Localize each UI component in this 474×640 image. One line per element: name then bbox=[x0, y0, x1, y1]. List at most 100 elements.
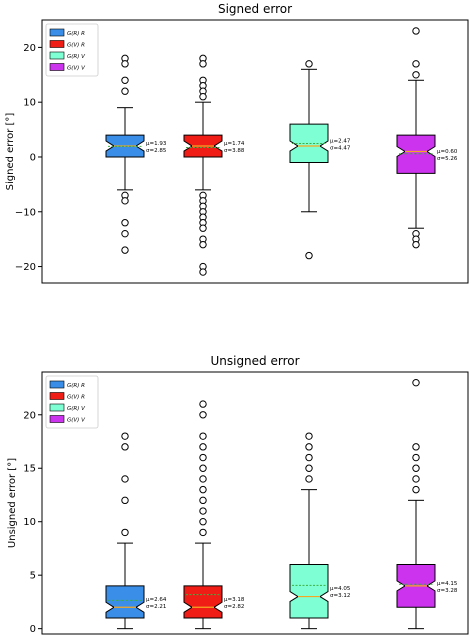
y-tick-label: 20 bbox=[23, 410, 36, 421]
y-tick-label: 20 bbox=[23, 43, 36, 54]
legend: G(R) R G(V) R G(R) V G(V) V bbox=[45, 23, 99, 77]
chart-title: Unsigned error bbox=[210, 354, 299, 368]
stat-mean-label: μ=4.15 bbox=[437, 581, 458, 587]
outlier-point bbox=[121, 432, 129, 440]
stat-sigma-label: σ=5.26 bbox=[437, 156, 458, 162]
y-tick-label: 10 bbox=[23, 98, 36, 109]
chart-panel-2: Unsigned error Unsigned error [°] 0 5 10 15 20… bbox=[7, 354, 469, 635]
box-2: μ=1.74σ=3.88 bbox=[183, 54, 245, 276]
legend-swatch bbox=[49, 28, 65, 37]
legend-swatch bbox=[49, 415, 65, 423]
outlier-point bbox=[121, 219, 129, 227]
legend-entry: G(V) V bbox=[67, 418, 86, 424]
outlier-point bbox=[199, 507, 207, 515]
outlier-point bbox=[412, 378, 420, 387]
outlier-point bbox=[199, 93, 207, 101]
outlier-point bbox=[199, 443, 207, 451]
legend-entry: G(V) R bbox=[67, 43, 85, 49]
outlier-point bbox=[199, 240, 207, 249]
legend-swatch bbox=[49, 51, 65, 60]
y-tick-label: 15 bbox=[23, 464, 36, 475]
chart-panel-1: Signed error Signed error [°] −20 −10 0 10 20 μ… bbox=[5, 2, 469, 284]
plot-frame bbox=[41, 19, 469, 284]
legend-entry: G(R) V bbox=[67, 406, 86, 412]
stat-mean-label: μ=0.60 bbox=[437, 149, 458, 155]
stat-mean-label: μ=4.05 bbox=[330, 586, 351, 592]
outlier-point bbox=[199, 485, 207, 494]
outlier-point bbox=[199, 528, 207, 537]
outlier-point bbox=[305, 475, 313, 483]
outlier-point bbox=[199, 268, 207, 276]
outlier-point bbox=[121, 246, 129, 254]
stat-sigma-label: σ=3.12 bbox=[330, 593, 350, 599]
outlier-point bbox=[305, 60, 313, 68]
chart-title: Signed error bbox=[218, 2, 292, 16]
box-body bbox=[396, 134, 436, 174]
outlier-point bbox=[121, 475, 129, 483]
box-3: μ=4.05σ=3.12 bbox=[289, 432, 351, 630]
outlier-point bbox=[121, 76, 129, 84]
outlier-point bbox=[199, 400, 207, 408]
y-tick-label: 5 bbox=[30, 571, 36, 582]
outlier-point bbox=[121, 87, 129, 95]
outlier-point bbox=[412, 464, 420, 472]
box-body bbox=[105, 585, 145, 619]
stat-sigma-label: σ=3.28 bbox=[437, 588, 458, 594]
legend-swatch bbox=[49, 63, 65, 71]
outlier-point bbox=[199, 60, 207, 68]
legend-entry: G(V) R bbox=[67, 395, 85, 401]
outlier-point bbox=[412, 475, 420, 483]
outlier-point bbox=[199, 464, 207, 472]
legend-entry: G(R) R bbox=[67, 383, 85, 389]
outlier-point bbox=[121, 443, 129, 451]
outlier-point bbox=[199, 496, 207, 505]
outlier-point bbox=[199, 518, 207, 526]
plot-frame bbox=[41, 371, 469, 635]
legend-entry: G(V) V bbox=[67, 66, 86, 72]
outlier-point bbox=[305, 443, 313, 451]
legend-frame bbox=[45, 23, 99, 77]
outlier-point bbox=[199, 432, 207, 440]
box-4: μ=4.15σ=3.28 bbox=[396, 378, 458, 630]
legend-swatch bbox=[49, 403, 65, 412]
outlier-point bbox=[121, 197, 129, 205]
outlier-point bbox=[121, 229, 129, 238]
box-body bbox=[183, 585, 223, 619]
box-body bbox=[289, 123, 329, 163]
stat-sigma-label: σ=2.21 bbox=[146, 604, 166, 610]
box-4: μ=0.60σ=5.26 bbox=[396, 27, 458, 249]
outlier-point bbox=[199, 475, 207, 483]
outlier-point bbox=[199, 411, 207, 419]
outlier-point bbox=[412, 485, 420, 494]
box-1: μ=1.93σ=2.85 bbox=[105, 54, 167, 254]
stat-mean-label: μ=1.93 bbox=[146, 141, 167, 147]
outlier-point bbox=[412, 443, 420, 451]
outlier-point bbox=[305, 464, 313, 472]
stat-mean-label: μ=1.74 bbox=[224, 141, 245, 147]
legend: G(R) R G(V) R G(R) V G(V) V bbox=[45, 375, 99, 429]
y-tick-label: −10 bbox=[15, 207, 36, 218]
outlier-point bbox=[412, 27, 420, 35]
stat-sigma-label: σ=2.85 bbox=[146, 148, 167, 154]
legend-swatch bbox=[49, 392, 65, 400]
box-2: μ=3.18σ=2.82 bbox=[183, 400, 245, 630]
stat-sigma-label: σ=2.82 bbox=[224, 604, 244, 610]
box-body bbox=[289, 563, 329, 619]
stat-mean-label: μ=2.47 bbox=[330, 138, 351, 144]
y-tick-label: 0 bbox=[30, 152, 36, 163]
y-axis-label: Signed error [°] bbox=[5, 113, 16, 191]
y-tick-label: 10 bbox=[23, 517, 36, 528]
outlier-point bbox=[412, 71, 420, 79]
legend-entry: G(R) V bbox=[67, 54, 86, 60]
stat-sigma-label: σ=3.88 bbox=[224, 148, 245, 154]
box-3: μ=2.47σ=4.47 bbox=[289, 60, 351, 260]
legend-frame bbox=[45, 375, 99, 429]
outlier-point bbox=[199, 224, 207, 232]
outlier-point bbox=[121, 60, 129, 68]
stat-sigma-label: σ=4.47 bbox=[330, 145, 351, 151]
legend-entry: G(R) R bbox=[67, 31, 85, 37]
outlier-point bbox=[412, 240, 420, 249]
outlier-point bbox=[121, 528, 129, 537]
box-1: μ=2.64σ=2.21 bbox=[105, 432, 167, 630]
